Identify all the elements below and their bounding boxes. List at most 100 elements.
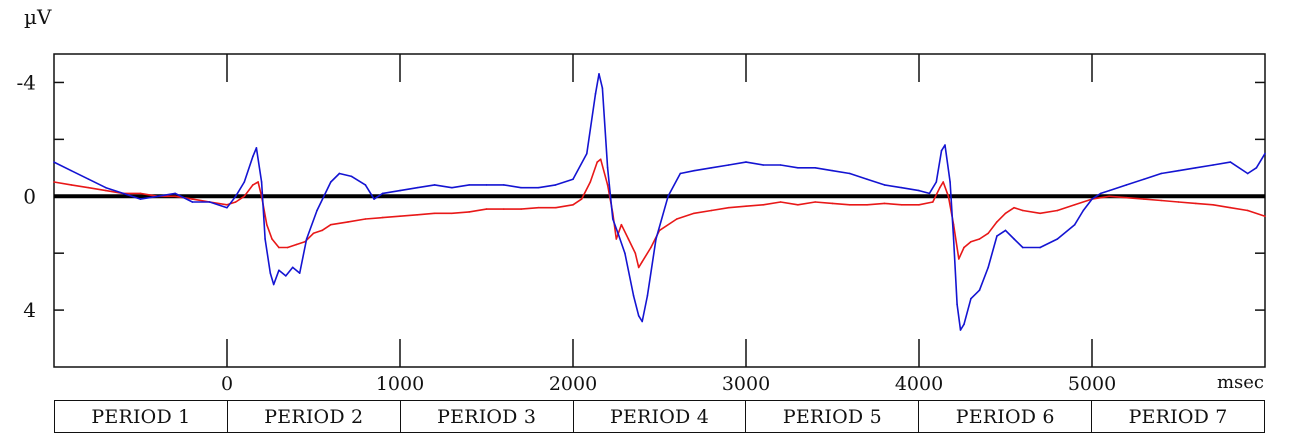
series-2-segment	[1056, 204, 1076, 212]
series-1-segment	[585, 93, 597, 155]
series-2-segment	[572, 198, 583, 206]
x-tick-label: 1000	[376, 373, 424, 395]
series-1-segment	[269, 272, 275, 286]
series-1-segment	[87, 178, 107, 189]
series-2-segment	[295, 241, 306, 246]
x-tick-label: 0	[221, 373, 233, 395]
series-1-segment	[959, 323, 965, 331]
series-2-segment	[627, 238, 637, 254]
series-1-segment	[316, 181, 332, 212]
series-1-segment	[1229, 161, 1249, 175]
series-2-segment	[589, 161, 599, 183]
plot-area-frame	[53, 53, 1266, 368]
series-1-segment	[944, 144, 951, 183]
series-1-segment	[978, 266, 990, 292]
series-1-segment	[208, 201, 228, 209]
series-1-segment	[278, 269, 287, 277]
series-2-segment	[942, 181, 950, 198]
series-2-segment	[1160, 199, 1180, 203]
series-1-segment	[1160, 169, 1180, 175]
series-1-segment	[451, 184, 471, 189]
period-cell: PERIOD 7	[1128, 405, 1228, 428]
series-2-segment	[797, 201, 817, 206]
series-2-segment	[637, 260, 644, 269]
series-1-segment	[1004, 229, 1015, 240]
series-1-segment	[1177, 167, 1197, 172]
series-1-segment	[305, 209, 318, 240]
series-2-segment	[1143, 198, 1162, 202]
x-axis-label: msec	[1217, 372, 1264, 393]
series-1-segment	[1056, 223, 1076, 240]
series-2-segment	[1091, 195, 1111, 200]
series-1-segment	[174, 192, 194, 203]
series-2-segment	[710, 206, 730, 212]
series-2-segment	[1229, 206, 1249, 212]
y-tick-label: 4	[23, 298, 36, 322]
series-2-segment	[87, 186, 107, 192]
x-tick-labels: 0 1000 2000 3000 4000 5000	[221, 373, 1116, 395]
series-2-segment	[987, 221, 998, 235]
series-2-segment	[634, 252, 640, 269]
series-2-segment	[658, 218, 678, 232]
series-1-segment	[298, 238, 308, 274]
series-1-segment	[53, 161, 73, 172]
series-2-segment	[226, 201, 237, 206]
series-1-segment	[264, 238, 272, 274]
series-1-segment	[70, 169, 90, 180]
series-2-segment	[520, 206, 540, 210]
series-1-segment	[935, 149, 943, 183]
series-2-segment	[957, 246, 965, 260]
series-1-segment	[122, 192, 142, 200]
series-2-segment	[641, 246, 652, 263]
series-1-segment	[284, 266, 294, 277]
series-2-segment	[727, 205, 747, 209]
series-1-segment	[848, 172, 868, 180]
series-2-segment	[53, 181, 73, 186]
series-2-segment	[364, 216, 384, 220]
series-2-segment	[271, 238, 280, 249]
x-tick-label: 5000	[1068, 373, 1116, 395]
period-cell: PERIOD 5	[746, 401, 920, 432]
series-2-segment	[814, 201, 834, 205]
series-2-segment	[963, 241, 972, 249]
series-2-segment	[252, 181, 259, 186]
series-1-segment	[1091, 192, 1102, 200]
series-1-segment	[329, 172, 341, 183]
series-1-segment	[831, 169, 851, 175]
series-2-segment	[399, 214, 419, 217]
series-1-segment	[433, 184, 453, 189]
series-2-segment	[1073, 198, 1093, 206]
series-2-segment	[257, 181, 263, 198]
series-2-segment	[554, 204, 574, 209]
series-1-segment	[157, 192, 176, 198]
series-2-segment	[416, 212, 436, 216]
series-1-segment	[693, 167, 713, 172]
series-1-segment	[234, 181, 246, 198]
series-2-segment	[580, 181, 592, 200]
series-1-segment	[1082, 198, 1093, 212]
series-1-segment	[1013, 238, 1024, 249]
series-1-segment	[1246, 167, 1258, 175]
series-1-segment	[1073, 209, 1085, 226]
series-2-segment	[931, 186, 941, 203]
series-2-segment	[1108, 195, 1128, 199]
series-2-segment	[286, 243, 298, 249]
series-1-segment	[963, 297, 972, 326]
series-1-segment	[646, 238, 657, 297]
period-cell: PERIOD 1	[55, 401, 228, 432]
series-1-segment	[1108, 184, 1128, 192]
series-group	[53, 73, 1266, 331]
series-1-segment	[970, 289, 981, 300]
series-1-segment	[373, 192, 384, 200]
period-cell: PERIOD 3	[401, 401, 574, 432]
series-2-segment	[599, 158, 609, 186]
series-1-segment	[537, 184, 557, 189]
series-1-segment	[572, 152, 588, 180]
period-cell: PERIOD 2	[228, 401, 401, 432]
period-cell: PERIOD 6	[919, 401, 1093, 432]
y-tick-labels: -4 0 4	[17, 70, 36, 322]
series-1-segment	[598, 73, 604, 89]
series-1-segment	[399, 186, 419, 192]
series-2-segment	[866, 202, 886, 206]
